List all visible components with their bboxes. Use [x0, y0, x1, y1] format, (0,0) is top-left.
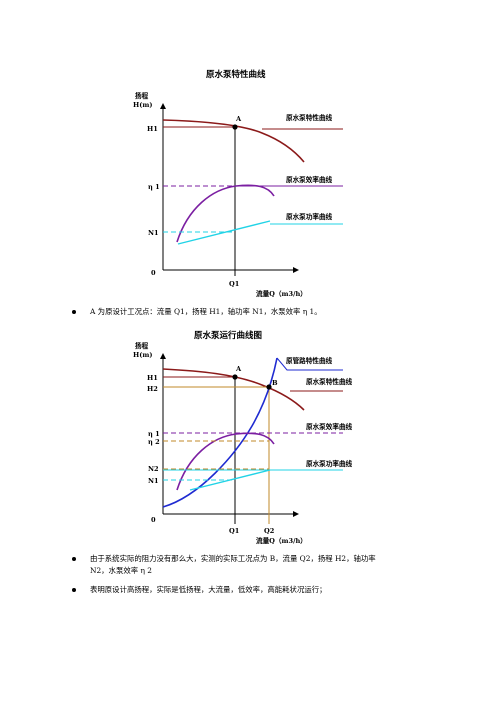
- diagram2-tick-n1: N1: [148, 477, 159, 485]
- diagram2-tick-eta1: η 1: [148, 430, 160, 438]
- diagram2-title: 原水泵运行曲线图: [194, 330, 262, 341]
- diagram2-legend-head: 原水泵特性曲线: [306, 377, 353, 386]
- diagram1-point-a: [232, 124, 238, 130]
- diagram1-title: 原水泵特性曲线: [206, 69, 266, 80]
- diagram2-origin: 0: [151, 516, 156, 524]
- diagram2-tick-q1: Q1: [229, 527, 239, 535]
- diagram1-tick-q1: Q1: [229, 280, 239, 288]
- diagram-pump-operation: 原水泵运行曲线图 扬程 H(m) 0 Q1 Q2 流量Q（m3/h） 原管路特性…: [133, 330, 353, 545]
- diagram2-tick-h1: H1: [147, 374, 158, 382]
- diagram1-x-label: 流量Q（m3/h）: [256, 289, 307, 298]
- diagram2-efficiency-curve: [176, 432, 275, 491]
- diagram2-point-a-label: A: [235, 365, 242, 373]
- diagram2-pipe-curve: [162, 357, 278, 508]
- diagram1-legend-power: 原水泵功率曲线: [286, 212, 333, 221]
- bullet-dot: [72, 588, 76, 592]
- diagram2-tick-q2: Q2: [264, 527, 274, 535]
- diagram1-head-curve: [162, 119, 305, 163]
- diagram2-legend-pipe: 原管路特性曲线: [286, 356, 333, 365]
- diagram2-y-label-1: 扬程: [135, 341, 149, 350]
- diagram2-point-b: [266, 384, 272, 390]
- diagram2-pipe-leader: [276, 357, 343, 371]
- diagram2-legend-eff: 原水泵效率曲线: [306, 422, 353, 431]
- bullet-dot: [72, 310, 76, 314]
- bullet-conclusion: 表明原设计高扬程，实际是低扬程，大流量，低效率，高能耗状况运行；: [72, 584, 432, 596]
- bullet-dot: [72, 557, 76, 561]
- diagram2-y-label-2: H(m): [133, 351, 152, 359]
- diagram1-tick-h1: H1: [147, 125, 158, 133]
- diagram1-tick-n1: N1: [148, 229, 159, 237]
- diagram2-point-b-label: B: [272, 379, 278, 387]
- diagram2-head-curve: [162, 368, 305, 411]
- bullet-text: 表明原设计高扬程，实际是低扬程，大流量，低效率，高能耗状况运行；: [90, 585, 327, 594]
- diagram2-tick-eta2: η 2: [148, 438, 160, 446]
- diagram1-y-label-2: H(m): [133, 101, 152, 109]
- diagram2-point-a: [232, 374, 238, 380]
- diagram1-y-label-1: 扬程: [135, 91, 149, 100]
- diagram1-legend-eff: 原水泵效率曲线: [286, 175, 333, 184]
- diagram1-origin: 0: [151, 269, 156, 277]
- bullet-actual-point: 由于系统实际的阻力没有那么大，实测的实际工况点为 B，流量 Q2，扬程 H2，轴…: [72, 553, 432, 576]
- diagram1-legend-head: 原水泵特性曲线: [286, 113, 333, 122]
- diagram-pump-characteristics: 原水泵特性曲线 扬程 H(m) 0 Q1 流量Q（m3/h） 原水泵特性曲线 H…: [133, 69, 343, 298]
- diagram2-legend-power: 原水泵功率曲线: [306, 459, 353, 468]
- bullet-text: A 为原设计工况点：流量 Q1，扬程 H1，轴功率 N1，水泵效率 η 1。: [90, 307, 322, 316]
- diagram2-tick-h2: H2: [147, 385, 158, 393]
- diagram2-x-label: 流量Q（m3/h）: [256, 536, 307, 545]
- bullet-text-line2: N2，水泵效率 η 2: [90, 565, 152, 575]
- diagram2-tick-n2: N2: [148, 465, 159, 473]
- diagram1-tick-eta1: η 1: [148, 183, 160, 191]
- diagram1-point-a-label: A: [235, 115, 242, 123]
- diagram1-efficiency-curve: [176, 184, 275, 243]
- bullet-design-point: A 为原设计工况点：流量 Q1，扬程 H1，轴功率 N1，水泵效率 η 1。: [72, 306, 432, 318]
- bullet-text-line1: 由于系统实际的阻力没有那么大，实测的实际工况点为 B，流量 Q2，扬程 H2，轴…: [90, 554, 376, 563]
